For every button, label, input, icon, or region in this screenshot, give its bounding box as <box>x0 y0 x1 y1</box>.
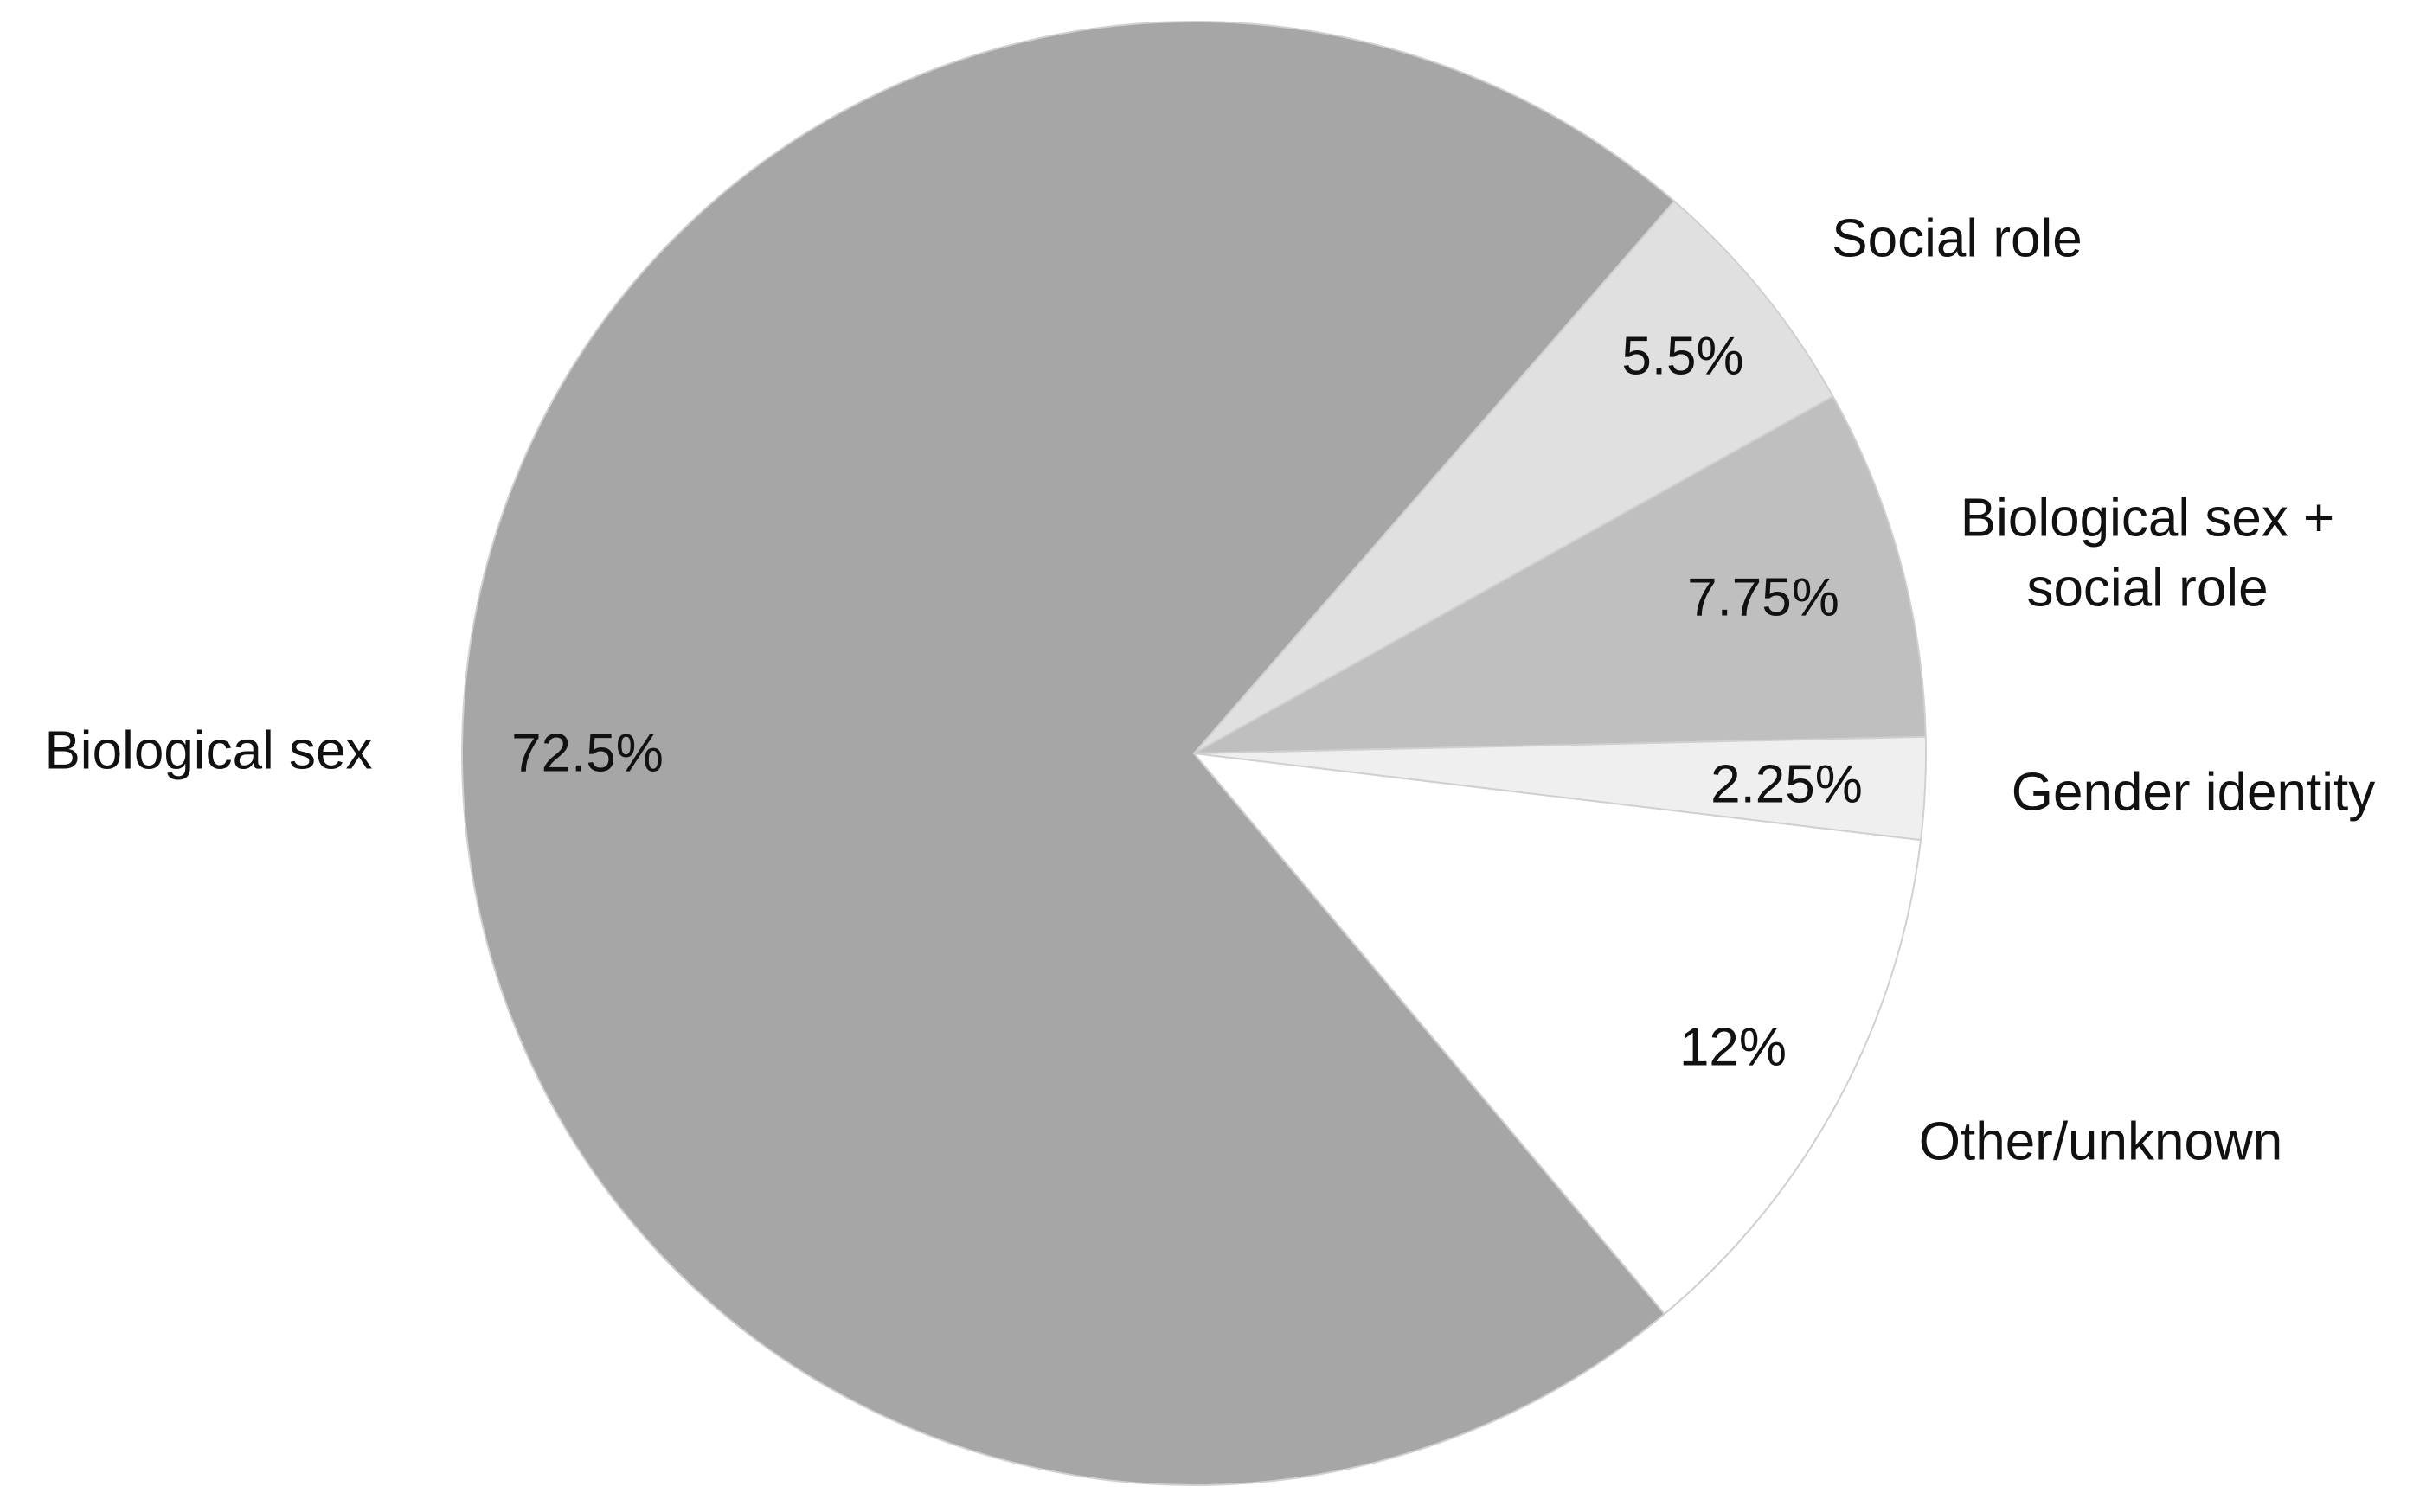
value-label: 2.25% <box>1710 754 1863 815</box>
value-label: 7.75% <box>1687 567 1839 628</box>
value-label: 72.5% <box>511 723 664 784</box>
category-label: Biological sex <box>44 721 373 781</box>
category-label: Social role <box>1832 208 2083 269</box>
value-label: 5.5% <box>1621 326 1744 387</box>
category-label: Gender identity <box>2011 762 2376 823</box>
category-label: Biological sex + social role <box>1960 488 2335 618</box>
category-label: Other/unknown <box>1918 1112 2283 1172</box>
value-label: 12% <box>1678 1017 1787 1078</box>
pie-slice <box>1193 200 1834 754</box>
pie-slice <box>1191 752 1922 1316</box>
pie-slice <box>461 20 1676 1486</box>
pie-slice <box>1193 394 1927 754</box>
